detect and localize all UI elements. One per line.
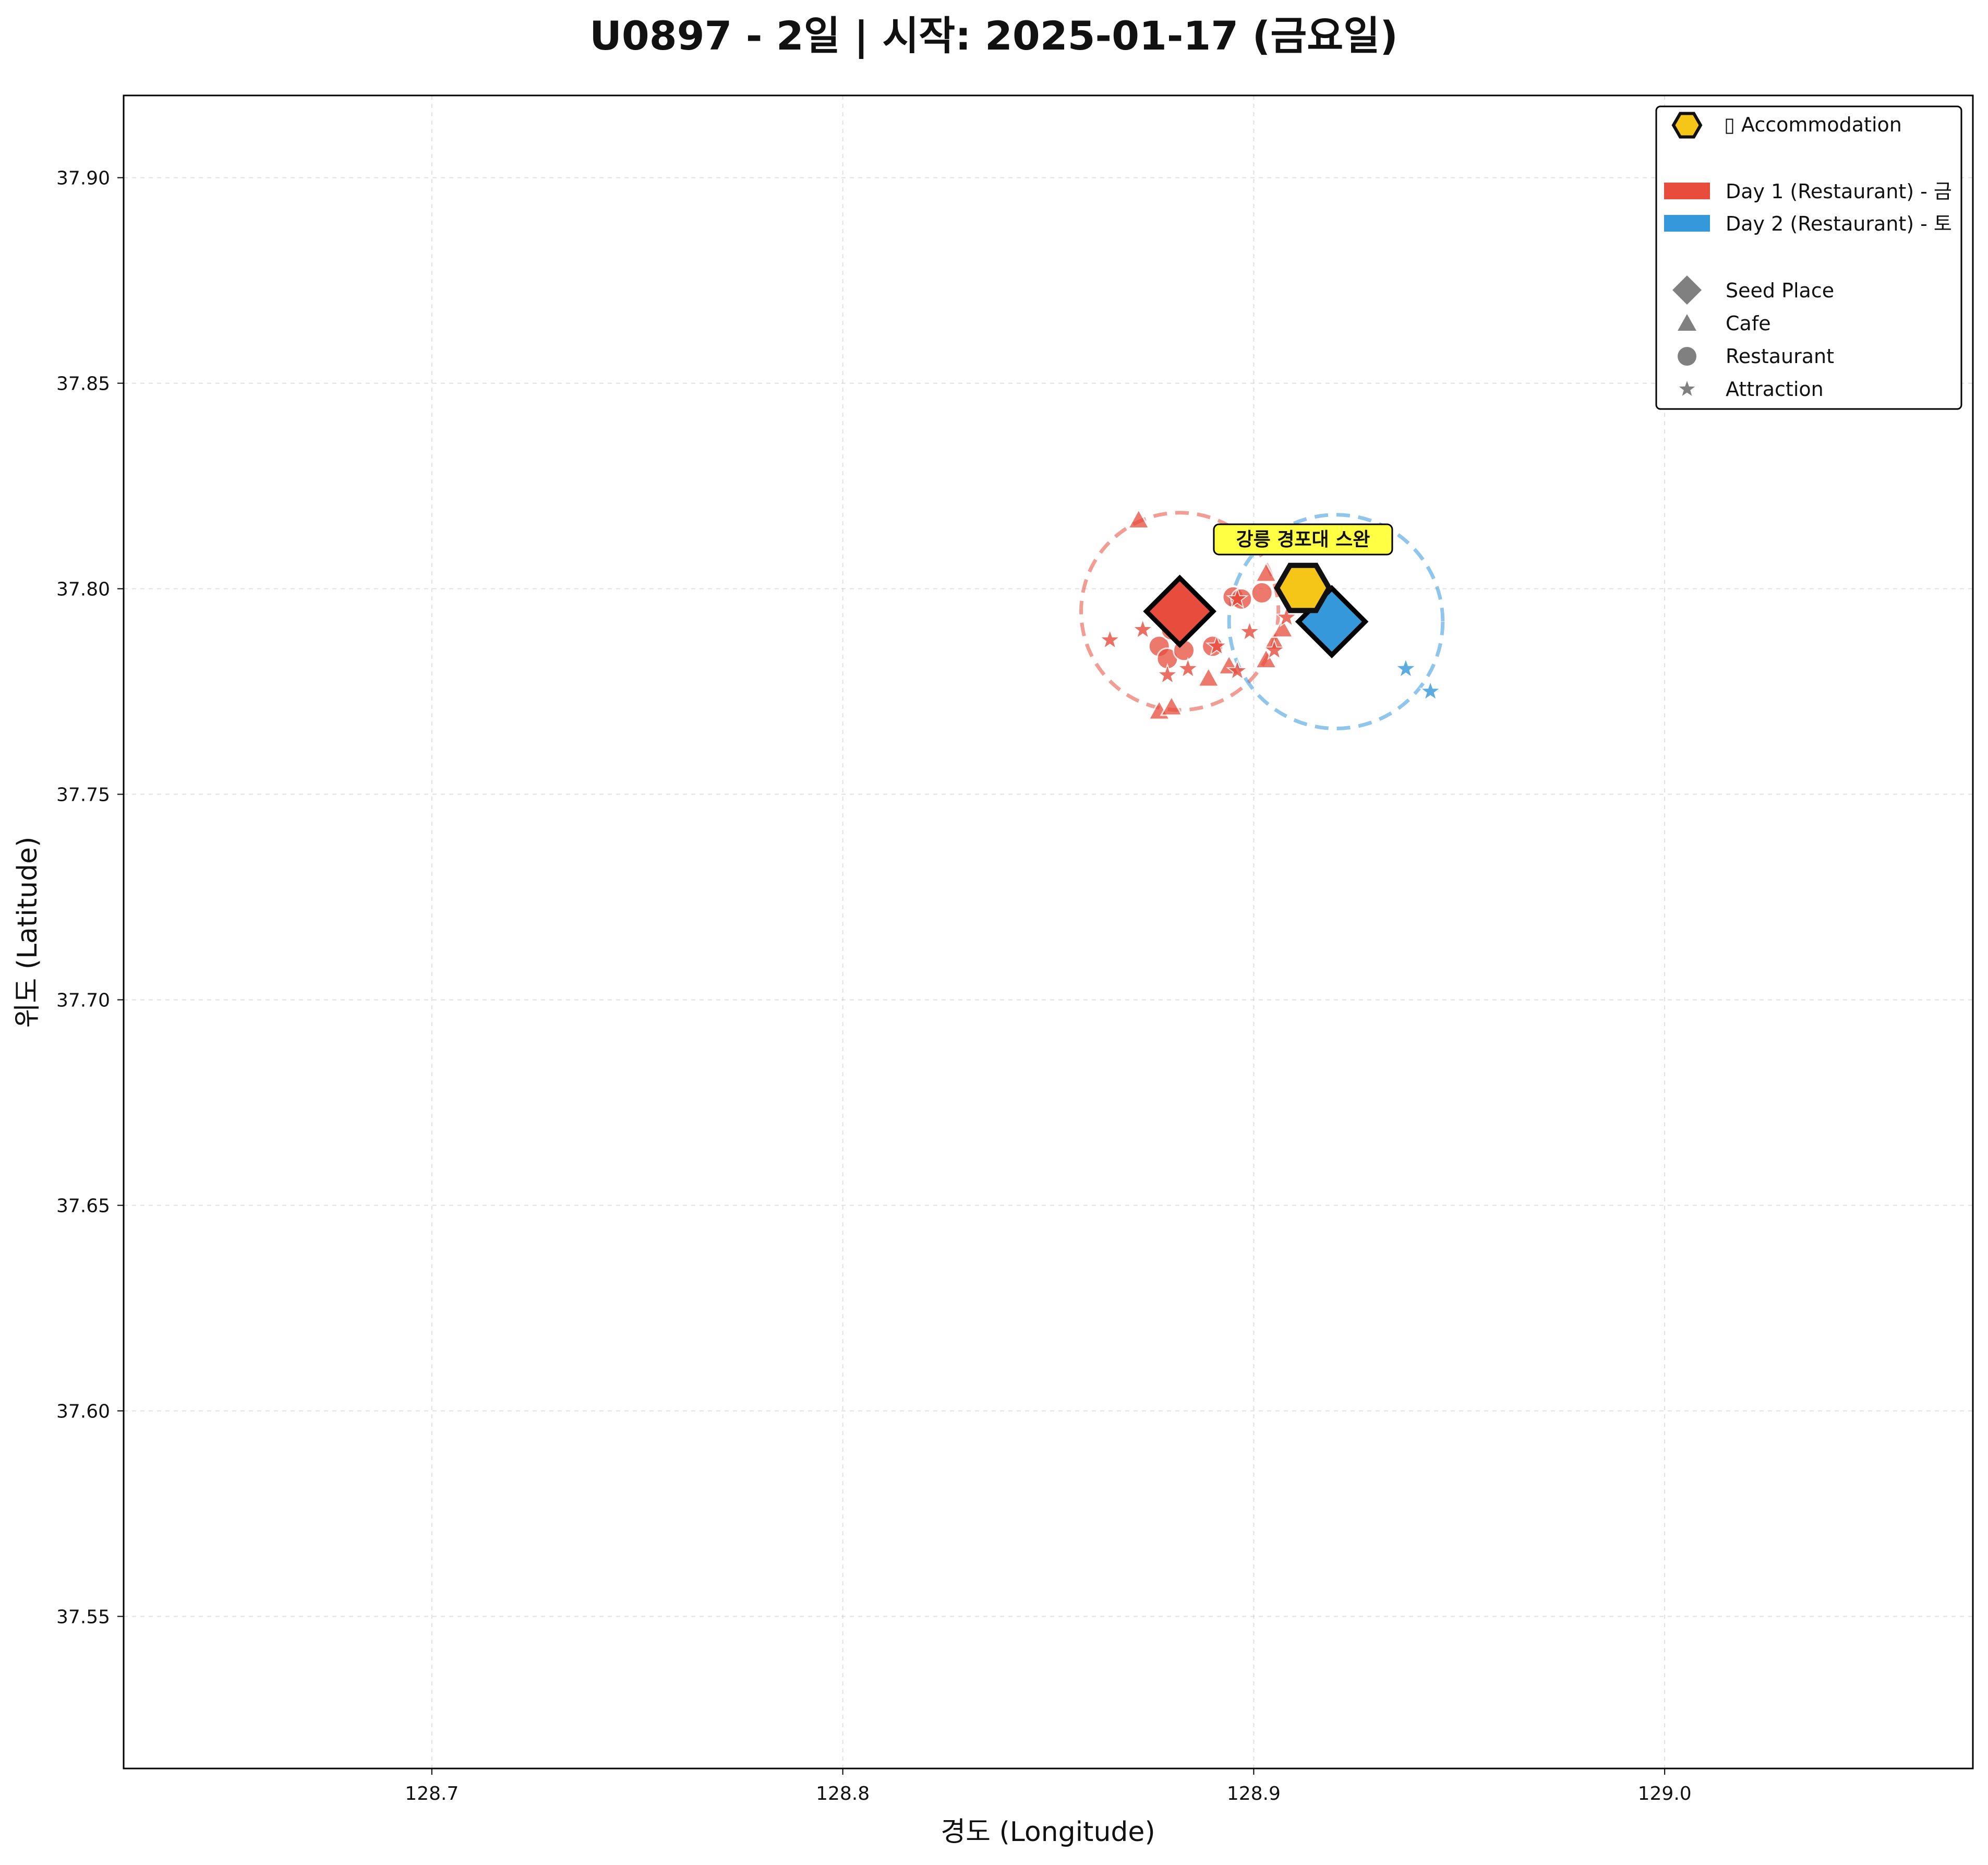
day1-attraction-marker [1225, 587, 1249, 609]
chart-title: U0897 - 2일 | 시작: 2025-01-17 (금요일) [589, 13, 1398, 59]
y-axis-ticks: 37.55 37.60 37.65 37.70 37.75 37.80 37.85 37.90 [56, 168, 124, 1628]
day2-attraction-marker [1394, 657, 1417, 679]
day2-radius-circle [1227, 513, 1445, 730]
day1-attraction-marker [1262, 638, 1286, 660]
accommodation-label-box [1213, 523, 1393, 556]
hexagon-icon [1671, 112, 1703, 139]
day1-attraction-marker [1131, 618, 1154, 640]
y-tick-label: 37.80 [56, 579, 110, 600]
accommodation-label: 강릉 경포대 스완 [1236, 529, 1370, 550]
legend-accommodation: ▯ Accommodation [1724, 113, 1902, 136]
legend-day2: Day 2 (Restaurant) - 토 [1726, 212, 1952, 235]
day2-attraction-marker [1419, 679, 1442, 702]
y-tick-label: 37.55 [56, 1606, 110, 1628]
day1-cafe-marker [1270, 617, 1295, 638]
legend: ▯ Accommodation Day 1 (Restaurant) - 금 D… [1655, 105, 1962, 410]
x-tick-label: 128.8 [816, 1783, 870, 1804]
plot-marks: 강릉 경포대 스완 [1079, 508, 1445, 730]
legend-seed: Seed Place [1726, 279, 1834, 302]
day1-cafe-marker [1160, 694, 1184, 716]
day1-attraction-marker [1155, 663, 1179, 685]
diamond-icon [1672, 275, 1702, 305]
legend-day1: Day 1 (Restaurant) - 금 [1726, 180, 1952, 203]
day1-attraction-marker [1205, 634, 1228, 656]
day1-attraction-marker [1225, 659, 1249, 681]
x-tick-label: 128.7 [405, 1783, 459, 1804]
x-axis-label: 경도 (Longitude) [941, 1816, 1155, 1848]
plot-frame [123, 94, 1974, 1770]
day1-attraction-marker [1098, 628, 1122, 650]
star-icon [1679, 381, 1695, 396]
y-tick-label: 37.90 [56, 168, 110, 189]
y-tick-label: 37.60 [56, 1401, 110, 1422]
legend-cafe: Cafe [1726, 312, 1771, 335]
circle-icon [1678, 347, 1696, 366]
legend-attraction: Attraction [1726, 378, 1824, 401]
legend-restaurant: Restaurant [1726, 345, 1834, 368]
x-tick-label: 129.0 [1638, 1783, 1692, 1804]
y-tick-label: 37.65 [56, 1195, 110, 1217]
day1-cafe-marker [1254, 647, 1278, 669]
triangle-icon [1678, 314, 1696, 331]
legend-day2-swatch [1664, 215, 1710, 232]
y-axis-label: 위도 (Latitude) [12, 837, 43, 1028]
legend-day1-swatch [1664, 183, 1710, 199]
day1-attraction-marker [1176, 657, 1200, 679]
accommodation-marker [1274, 562, 1332, 613]
day1-seed-place-marker [1143, 574, 1216, 648]
day1-cafe-marker [1254, 561, 1278, 583]
y-tick-label: 37.75 [56, 785, 110, 806]
day1-restaurant-marker [1250, 581, 1273, 604]
day1-cafe-marker [1197, 666, 1221, 688]
x-tick-label: 128.9 [1227, 1783, 1281, 1804]
y-tick-label: 37.85 [56, 374, 110, 395]
x-axis-ticks: 128.7 128.8 128.9 129.0 [405, 1768, 1692, 1804]
legend-frame [1655, 105, 1962, 410]
y-tick-label: 37.70 [56, 990, 110, 1012]
day1-attraction-marker [1238, 620, 1261, 642]
day1-attraction-marker [1275, 605, 1298, 628]
day1-cafe-marker [1127, 508, 1151, 530]
